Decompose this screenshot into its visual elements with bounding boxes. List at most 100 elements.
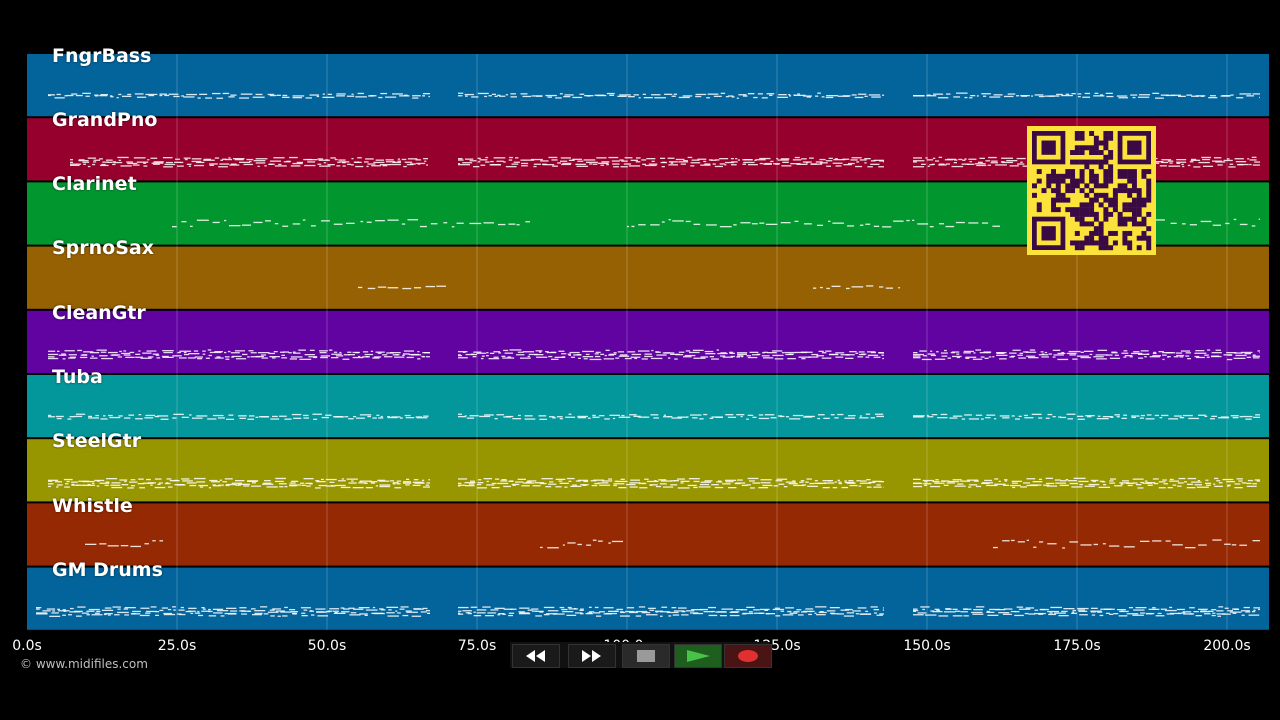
note-mark: [1052, 356, 1056, 358]
note-mark: [874, 612, 877, 614]
note-mark: [516, 224, 520, 226]
note-mark: [365, 487, 373, 489]
play-button[interactable]: [674, 644, 722, 668]
note-mark: [273, 157, 285, 159]
note-mark: [725, 96, 729, 98]
note-mark: [826, 165, 831, 167]
note-mark: [976, 164, 987, 167]
note-mark: [272, 415, 278, 418]
note-mark: [1200, 95, 1204, 97]
note-mark: [214, 357, 224, 359]
note-mark: [503, 416, 511, 418]
note-mark: [926, 95, 937, 97]
note-mark: [367, 415, 372, 418]
note-mark: [509, 349, 522, 351]
note-mark: [851, 286, 864, 288]
note-mark: [1247, 479, 1254, 482]
note-mark: [922, 608, 925, 611]
note-mark: [857, 356, 864, 358]
stop-button[interactable]: [622, 644, 670, 668]
note-mark: [303, 417, 310, 419]
note-mark: [283, 161, 291, 163]
note-mark: [1025, 607, 1035, 609]
note-mark: [276, 94, 281, 96]
note-mark: [425, 484, 430, 486]
note-mark: [173, 609, 176, 611]
note-mark: [154, 415, 160, 418]
note-mark: [1179, 356, 1184, 358]
note-mark: [1080, 356, 1091, 359]
note-mark: [1212, 539, 1222, 541]
note-mark: [352, 356, 364, 359]
note-mark: [826, 287, 830, 290]
note-mark: [998, 480, 1001, 482]
note-mark: [179, 161, 184, 164]
note-mark: [929, 226, 934, 228]
note-mark: [1054, 479, 1061, 481]
note-mark: [406, 356, 414, 359]
note-mark: [798, 356, 811, 358]
note-mark: [123, 608, 128, 610]
note-mark: [594, 482, 599, 485]
note-mark: [81, 612, 89, 614]
note-mark: [372, 417, 377, 419]
note-mark: [1183, 613, 1193, 615]
note-mark: [385, 96, 397, 98]
note-mark: [704, 350, 714, 353]
note-mark: [456, 222, 464, 224]
note-mark: [721, 608, 734, 610]
note-mark: [923, 355, 927, 357]
note-mark: [443, 222, 448, 224]
note-mark: [913, 353, 924, 356]
note-mark: [1002, 484, 1010, 486]
note-mark: [939, 223, 945, 225]
note-mark: [759, 162, 764, 165]
note-mark: [940, 352, 948, 354]
note-mark: [641, 358, 648, 360]
note-mark: [82, 92, 91, 94]
note-mark: [1241, 614, 1245, 616]
note-mark: [48, 483, 54, 485]
note-mark: [183, 96, 195, 98]
note-mark: [671, 607, 677, 609]
note-mark: [1216, 613, 1226, 615]
note-mark: [703, 611, 714, 613]
fast-forward-button[interactable]: [568, 644, 616, 668]
note-mark: [548, 483, 557, 485]
note-mark: [764, 414, 775, 416]
note-mark: [650, 224, 660, 226]
note-mark: [690, 165, 695, 167]
note-mark: [837, 479, 840, 481]
record-button[interactable]: [724, 644, 772, 668]
note-mark: [247, 418, 255, 420]
note-mark: [315, 608, 326, 610]
note-mark: [220, 159, 224, 161]
note-mark: [92, 163, 96, 166]
note-mark: [488, 95, 492, 97]
note-mark: [385, 159, 394, 161]
note-mark: [135, 353, 141, 355]
note-mark: [196, 161, 205, 164]
note-mark: [1159, 417, 1163, 419]
note-mark: [808, 613, 813, 616]
note-mark: [986, 611, 995, 613]
rewind-button[interactable]: [512, 644, 560, 668]
note-mark: [932, 611, 943, 613]
note-mark: [847, 415, 856, 417]
note-mark: [367, 163, 376, 165]
note-mark: [815, 161, 823, 163]
note-mark: [208, 615, 217, 617]
note-mark: [229, 225, 241, 227]
note-mark: [402, 354, 405, 356]
note-mark: [1222, 478, 1234, 481]
note-mark: [167, 608, 172, 611]
note-mark: [1123, 350, 1128, 352]
note-mark: [172, 226, 177, 228]
note-mark: [458, 478, 468, 480]
note-mark: [931, 163, 935, 165]
note-mark: [693, 223, 701, 225]
note-mark: [766, 352, 777, 354]
note-mark: [1244, 353, 1251, 355]
note-mark: [417, 358, 421, 360]
note-mark: [1018, 608, 1031, 610]
